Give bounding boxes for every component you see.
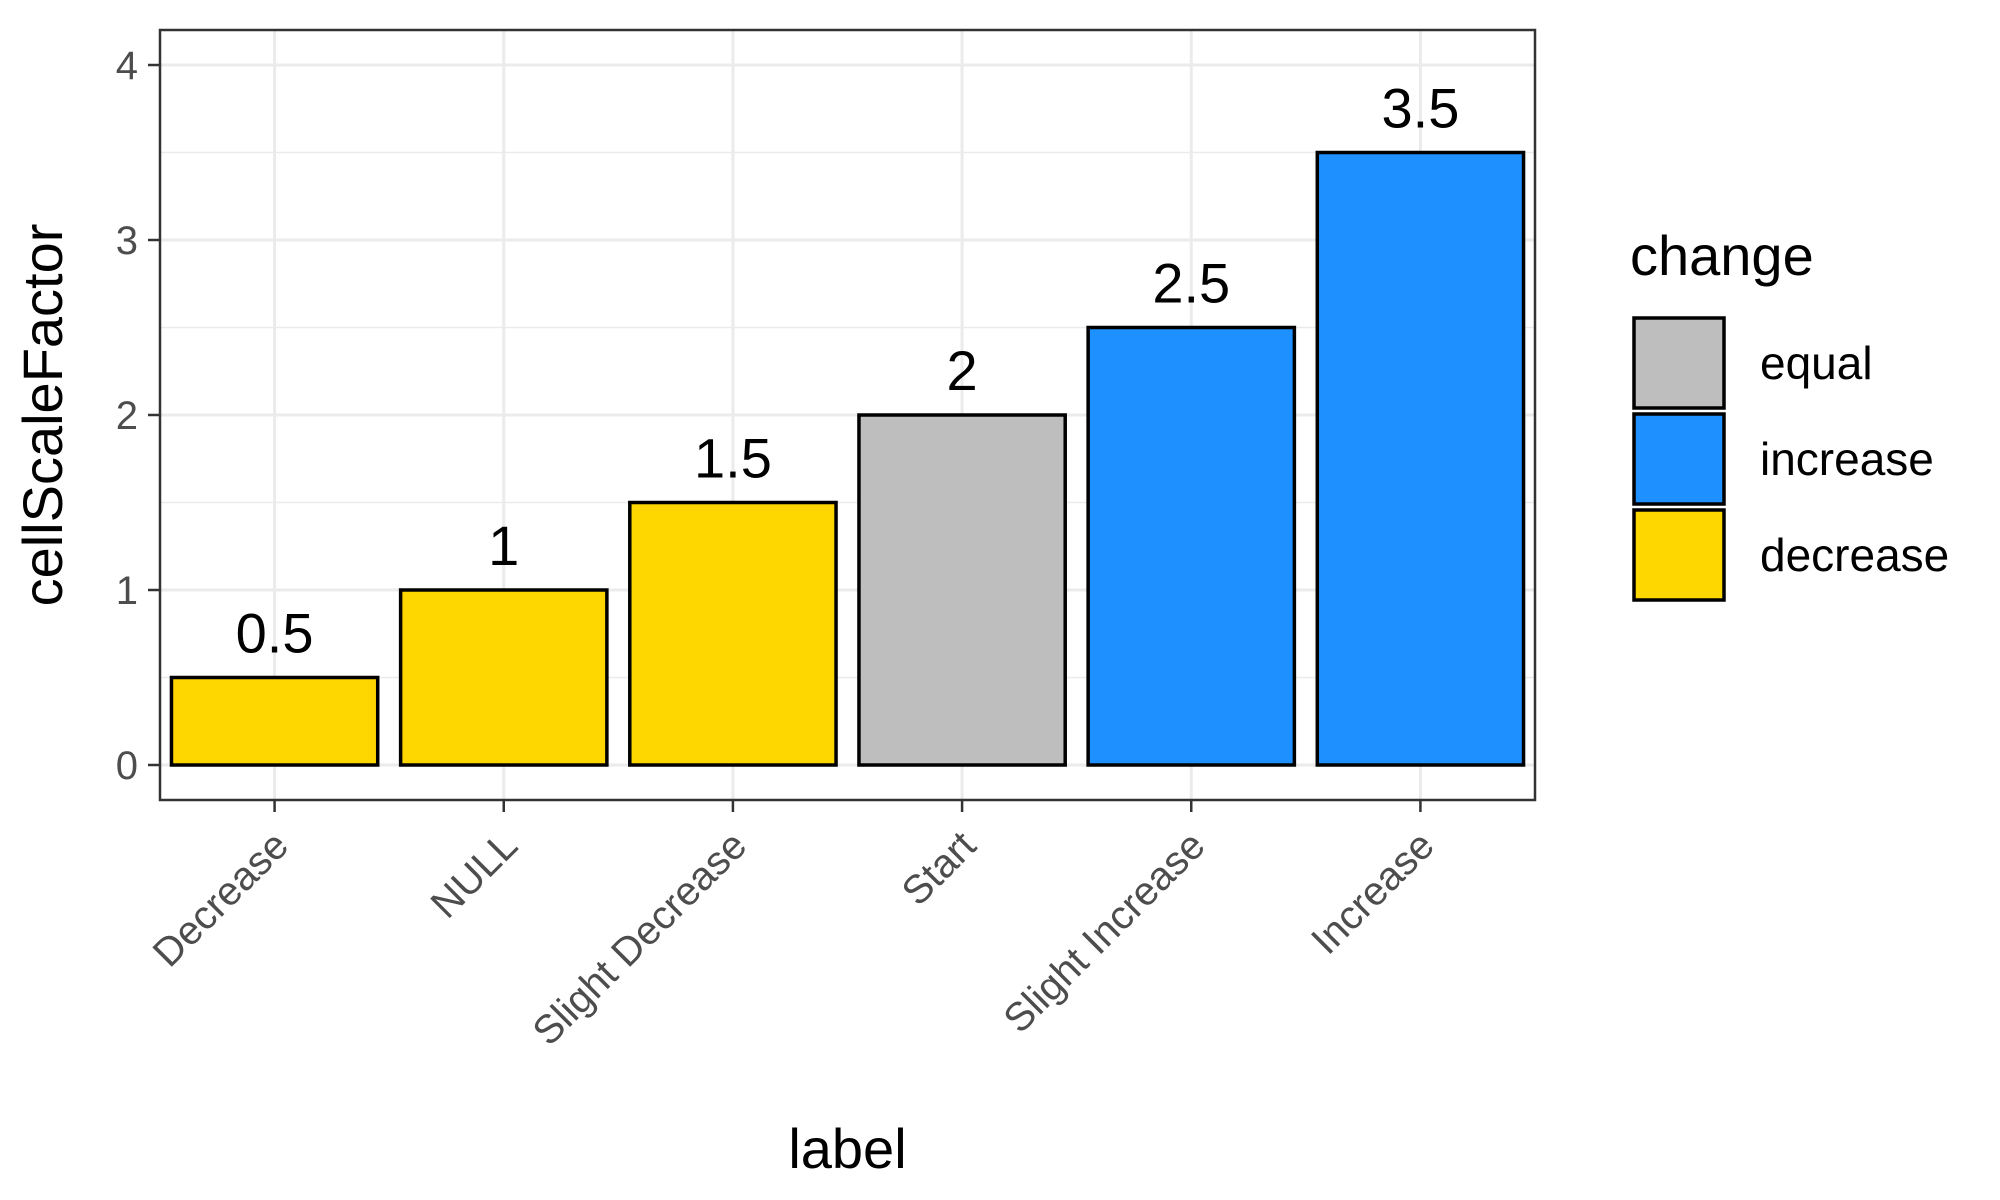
data-label: 1	[488, 514, 519, 577]
legend-label: equal	[1760, 337, 1873, 389]
legend-key	[1632, 412, 1726, 506]
x-axis-title: label	[788, 1117, 906, 1180]
bar	[398, 588, 609, 767]
legend-key	[1632, 508, 1726, 602]
legend: change equal increase decrease	[1630, 224, 1949, 602]
y-tick-label: 2	[116, 394, 138, 438]
bars	[169, 150, 1526, 767]
bar	[1086, 325, 1297, 767]
legend-label: decrease	[1760, 529, 1949, 581]
data-label: 0.5	[236, 602, 314, 665]
y-tick-label: 3	[116, 219, 138, 263]
data-labels: 0.5 1 1.5 2 2.5 3.5	[236, 77, 1460, 665]
y-tick-label: 0	[116, 744, 138, 788]
bar	[628, 500, 838, 767]
legend-title: change	[1630, 224, 1814, 287]
data-label: 2	[947, 339, 978, 402]
legend-key	[1632, 316, 1726, 410]
data-label: 1.5	[694, 427, 772, 490]
bar	[857, 413, 1067, 767]
bar	[169, 675, 380, 767]
y-tick-label: 4	[116, 44, 138, 88]
legend-label: increase	[1760, 433, 1934, 485]
y-tick-label: 1	[116, 569, 138, 613]
data-label: 3.5	[1381, 77, 1459, 140]
data-label: 2.5	[1152, 252, 1230, 315]
y-axis-title: cellScaleFactor	[11, 224, 74, 607]
bar	[1315, 150, 1526, 767]
